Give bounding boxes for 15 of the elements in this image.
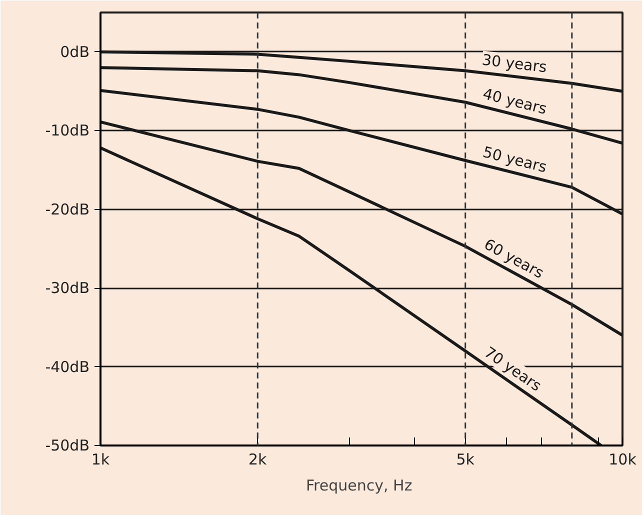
x-tick-label: 5k xyxy=(456,450,475,468)
y-tick-label: -30dB xyxy=(45,279,90,298)
y-tick-label: -20dB xyxy=(45,200,90,218)
text: 50 years xyxy=(481,142,549,176)
x-tick-label: 1k xyxy=(91,450,110,468)
text: 40 years xyxy=(481,84,549,118)
y-tick-label: -40dB xyxy=(45,358,90,376)
text: 60 years xyxy=(481,235,547,282)
text: 30 years xyxy=(481,50,548,76)
x-tick-label: 10k xyxy=(608,450,637,468)
y-tick-label: -50dB xyxy=(45,436,90,454)
y-tick-label: -10dB xyxy=(45,122,90,140)
x-axis-title: Frequency, Hz xyxy=(306,476,412,494)
x-tick-label: 2k xyxy=(248,450,268,468)
y-tick-label: 0dB xyxy=(60,42,90,61)
